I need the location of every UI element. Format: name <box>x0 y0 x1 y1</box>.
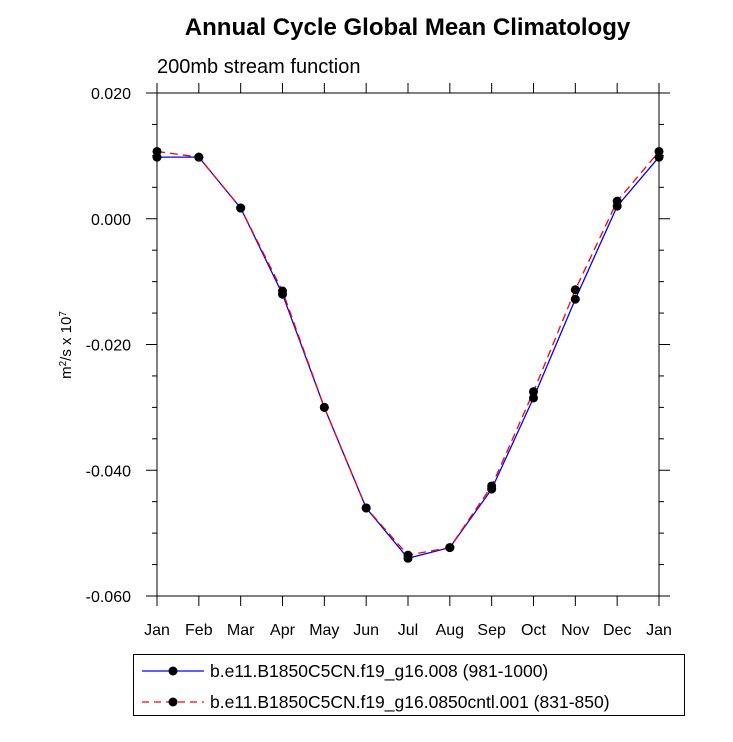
x-tick-label: Mar <box>227 622 255 639</box>
y-tick-label: -0.040 <box>86 463 131 480</box>
series-line-0 <box>157 156 660 560</box>
series-0-point <box>570 294 580 304</box>
y-tick-labels: 0.020 0.000 -0.020 -0.040 -0.060 <box>86 86 131 606</box>
series-group <box>152 146 664 563</box>
chart-title: Annual Cycle Global Mean Climatology <box>184 14 631 41</box>
y-tick-label: -0.060 <box>86 589 131 606</box>
series-1-point <box>278 286 287 296</box>
series-1-point <box>319 402 329 412</box>
x-tick-label: Jun <box>353 622 379 639</box>
y-tick-label: 0.020 <box>91 86 131 103</box>
x-tick-label: Apr <box>270 622 296 639</box>
series-1-point <box>612 196 622 206</box>
x-tick-label: Aug <box>436 622 464 639</box>
legend-label-1: b.e11.B1850C5CN.f19_g16.0850cntl.001 (83… <box>210 692 610 713</box>
legend-marker-1 <box>168 697 178 707</box>
x-tick-label: Oct <box>521 622 546 639</box>
legend: b.e11.B1850C5CN.f19_g16.008 (981-1000) b… <box>133 654 685 716</box>
x-tick-label: Jan <box>646 622 672 639</box>
y-axis-label-base: m <box>58 366 75 379</box>
x-tick-label: Nov <box>561 622 589 639</box>
y-axis-label-mid: /s x 10 <box>58 317 75 361</box>
chart-subtitle: 200mb stream function <box>157 56 361 78</box>
series-line-1 <box>156 150 660 556</box>
x-tick-labels: Jan Feb Mar Apr May Jun Jul Aug Sep Oct Nov Dec Jan <box>144 622 672 639</box>
series-1-point <box>403 550 413 560</box>
series-1-point <box>361 503 371 513</box>
legend-marker-0 <box>168 666 178 676</box>
series-1-point <box>152 146 162 156</box>
legend-label-0: b.e11.B1850C5CN.f19_g16.008 (981-1000) <box>210 661 548 682</box>
series-1-point <box>445 543 455 553</box>
y-tick-label: 0.000 <box>91 212 131 229</box>
y-axis-label-sup1: 2 <box>58 360 69 366</box>
x-tick-label: Sep <box>477 622 506 639</box>
series-1-point <box>194 152 204 162</box>
y-axis-label: m2/s x 107 <box>58 311 76 379</box>
legend-svg: b.e11.B1850C5CN.f19_g16.008 (981-1000) b… <box>142 661 610 713</box>
x-tick-label: Dec <box>603 622 631 639</box>
series-1-point <box>529 387 538 397</box>
axis-ticks <box>146 83 670 606</box>
series-1-point <box>236 203 246 213</box>
y-tick-label: -0.020 <box>86 338 131 355</box>
series-1-point <box>570 285 580 295</box>
x-tick-label: Jan <box>144 622 170 639</box>
x-tick-label: Jul <box>398 622 418 639</box>
plot-frame <box>156 92 660 597</box>
y-axis-label-sup2: 7 <box>58 311 69 317</box>
series-0-point <box>529 393 538 403</box>
series-1-point <box>654 146 664 156</box>
x-tick-label: Feb <box>185 622 213 639</box>
x-tick-label: May <box>309 622 339 639</box>
series-1-point <box>487 481 497 491</box>
